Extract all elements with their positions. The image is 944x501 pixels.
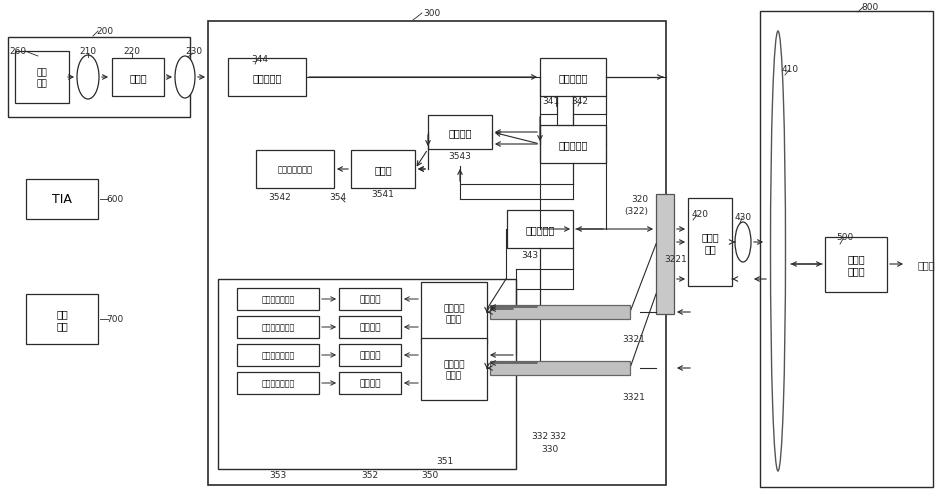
Text: 600: 600 — [107, 195, 124, 204]
Text: 第一平衡探测器: 第一平衡探测器 — [261, 351, 295, 360]
Text: 第一平衡探测器: 第一平衡探测器 — [261, 295, 295, 304]
Bar — [228, 59, 306, 97]
Text: 430: 430 — [733, 213, 750, 222]
Text: 隔离器: 隔离器 — [129, 73, 146, 83]
Bar — [8, 38, 190, 118]
Text: 320: 320 — [631, 195, 648, 204]
Text: 3221: 3221 — [664, 255, 686, 264]
Bar — [237, 316, 319, 338]
Bar — [655, 194, 673, 314]
Text: 700: 700 — [107, 315, 124, 324]
Bar — [339, 344, 400, 366]
Bar — [339, 289, 400, 311]
Text: 342: 342 — [571, 97, 588, 106]
Text: 260: 260 — [9, 48, 26, 57]
Bar — [824, 237, 886, 292]
Text: 230: 230 — [185, 48, 202, 57]
Text: 800: 800 — [861, 4, 878, 13]
Bar — [339, 316, 400, 338]
Text: 3542: 3542 — [268, 193, 291, 202]
Text: 调频
光源: 调频 光源 — [37, 68, 47, 88]
Ellipse shape — [734, 222, 750, 263]
Text: 210: 210 — [79, 48, 96, 57]
Text: 光线扫
描模组: 光线扫 描模组 — [846, 254, 864, 276]
Bar — [208, 22, 666, 485]
Text: 校准平衡探测器: 校准平衡探测器 — [278, 165, 312, 174]
Bar — [256, 151, 333, 188]
Ellipse shape — [175, 57, 194, 99]
Text: 光混频器: 光混频器 — [359, 295, 380, 304]
Bar — [26, 295, 98, 344]
Text: 模斑转换器: 模斑转换器 — [252, 73, 281, 83]
Text: 3541: 3541 — [371, 190, 394, 199]
Text: 353: 353 — [269, 470, 286, 479]
Text: 344: 344 — [251, 56, 268, 64]
Text: 第一平衡探测器: 第一平衡探测器 — [261, 379, 295, 388]
Text: 350: 350 — [421, 470, 438, 479]
Text: 3321: 3321 — [622, 335, 645, 344]
Bar — [218, 280, 515, 469]
Text: TIA: TIA — [52, 193, 72, 206]
Text: 第二分光器: 第二分光器 — [558, 140, 587, 150]
Text: 332: 332 — [531, 432, 548, 440]
Bar — [237, 289, 319, 311]
Bar — [350, 151, 414, 188]
Bar — [539, 126, 605, 164]
Bar — [539, 59, 605, 97]
Bar — [237, 344, 319, 366]
Text: 光混频器: 光混频器 — [359, 351, 380, 360]
Ellipse shape — [76, 56, 99, 100]
Text: (322): (322) — [623, 207, 648, 216]
Text: 220: 220 — [124, 48, 141, 57]
Text: 偏振分束
旋转器: 偏振分束 旋转器 — [443, 303, 464, 324]
Text: 420: 420 — [691, 210, 708, 219]
Text: 300: 300 — [423, 10, 440, 19]
Text: 332: 332 — [548, 432, 566, 440]
Text: 第一分光器: 第一分光器 — [558, 73, 587, 83]
Bar — [15, 52, 69, 104]
Text: 351: 351 — [436, 456, 453, 465]
Text: 第三分光器: 第三分光器 — [525, 224, 554, 234]
Text: 光混频器: 光混频器 — [359, 323, 380, 332]
Text: 343: 343 — [521, 251, 538, 260]
Text: 500: 500 — [835, 233, 852, 242]
Text: 200: 200 — [96, 28, 113, 37]
Bar — [26, 180, 98, 219]
Bar — [237, 372, 319, 394]
Text: 目标物: 目标物 — [917, 260, 934, 270]
Bar — [421, 283, 486, 344]
Bar — [687, 198, 732, 287]
Bar — [339, 372, 400, 394]
Text: 341: 341 — [542, 97, 559, 106]
Bar — [759, 12, 932, 487]
Text: 3321: 3321 — [622, 393, 645, 402]
Text: 光混频器: 光混频器 — [359, 379, 380, 388]
Bar — [428, 116, 492, 150]
Text: 410: 410 — [781, 65, 798, 74]
Text: 第一放
模块: 第一放 模块 — [700, 231, 718, 254]
Text: 温控
模块: 温控 模块 — [56, 308, 68, 331]
Bar — [490, 306, 630, 319]
Bar — [112, 59, 164, 97]
Text: 3543: 3543 — [448, 152, 471, 161]
Text: 354: 354 — [329, 193, 346, 202]
Text: 330: 330 — [541, 444, 558, 453]
Text: 偏振分束
旋转器: 偏振分束 旋转器 — [443, 359, 464, 379]
Text: 352: 352 — [361, 470, 379, 479]
Bar — [507, 210, 572, 248]
Text: 耦合器: 耦合器 — [374, 165, 392, 175]
Text: 第一平衡探测器: 第一平衡探测器 — [261, 323, 295, 332]
Bar — [421, 338, 486, 400]
Text: 光延迟线: 光延迟线 — [447, 128, 471, 138]
Bar — [490, 361, 630, 375]
